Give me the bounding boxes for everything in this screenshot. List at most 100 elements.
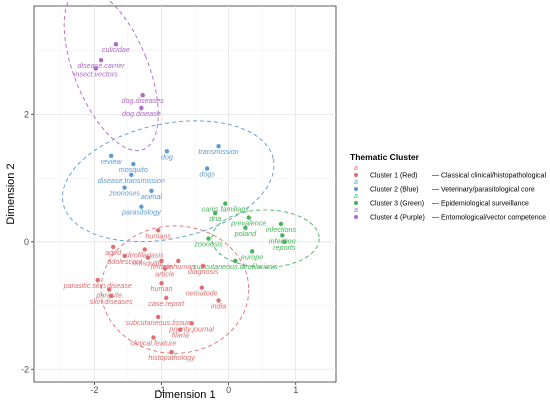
legend-key-dot (354, 215, 358, 219)
data-label: subcutaneous.tissue (125, 318, 191, 327)
legend-label: Cluster 3 (Green) (370, 201, 424, 208)
data-point (131, 161, 136, 167)
data-point (169, 349, 174, 355)
cluster-ellipse (211, 209, 320, 268)
data-label: diagnosis (188, 267, 219, 276)
data-label: poland (234, 229, 258, 238)
data-point (159, 281, 164, 286)
data-label: article (155, 270, 174, 279)
y-tick-label: -2 (21, 364, 29, 374)
data-label: review (101, 157, 123, 166)
data-label: nematode (186, 289, 218, 298)
data-label: europe (241, 252, 263, 261)
data-label: reports (273, 243, 296, 252)
data-label: humans (145, 231, 171, 240)
legend-key-glyph: a (354, 193, 358, 200)
data-point (155, 314, 161, 320)
data-point (243, 225, 248, 230)
y-axis-title: Dimension 2 (5, 163, 17, 224)
x-tick-label: -2 (90, 385, 98, 395)
data-point (178, 327, 183, 332)
data-label: filaria (172, 331, 189, 340)
data-point (113, 42, 119, 47)
data-label: female (151, 262, 173, 271)
data-point (164, 149, 170, 154)
data-point (213, 210, 218, 216)
data-label: human (151, 284, 173, 293)
data-label: insect.vectors (74, 69, 118, 78)
data-point (206, 236, 211, 241)
data-point (151, 335, 156, 340)
legend-key-glyph: a (354, 165, 358, 172)
legend-description: — Classical clinical/histopathological (432, 173, 546, 180)
x-axis-title: Dimension 1 (154, 389, 215, 401)
legend-title: Thematic Cluster (350, 152, 420, 162)
data-point (139, 105, 144, 111)
data-point (108, 293, 114, 299)
data-point (199, 285, 204, 290)
data-label: dog (161, 152, 173, 161)
data-label: dog.diseases (122, 96, 165, 105)
cluster-ellipse (63, 0, 159, 152)
data-point (108, 153, 114, 158)
data-label: prevalence (230, 219, 266, 228)
data-point (189, 321, 194, 326)
data-point (278, 221, 284, 227)
data-point (149, 188, 154, 194)
data-point (122, 185, 127, 190)
data-point (93, 66, 98, 71)
data-label: priority.journal (168, 324, 214, 333)
data-point (246, 215, 251, 220)
data-label: nonhuman (161, 262, 195, 271)
data-label: transmission (198, 147, 238, 156)
y-tick-label: 0 (24, 237, 29, 247)
x-tick-label: -1 (158, 385, 166, 395)
legend-key-glyph: a (354, 179, 358, 186)
data-point (110, 244, 116, 250)
data-label: dirofilariasis (126, 250, 164, 259)
data-points (93, 42, 287, 355)
data-label: india (211, 301, 226, 310)
data-label: dogs (199, 170, 215, 179)
data-label: culicidae (102, 45, 130, 54)
legend-description: — Entomological/vector competence (432, 215, 546, 222)
data-point (200, 263, 206, 269)
data-label: parasitic.skin.disease (63, 281, 132, 290)
data-point (129, 172, 134, 178)
data-point (155, 228, 161, 233)
data-label: infections (266, 225, 297, 234)
cluster-ellipse (62, 120, 275, 243)
data-label: histopathology (148, 353, 195, 362)
data-label: mosquito. (133, 259, 164, 268)
data-point (280, 233, 285, 238)
data-label: adolescent (107, 257, 143, 266)
data-label: parasite (95, 291, 122, 300)
data-label: disease.carrier (78, 61, 126, 70)
data-label: skin.diseases (90, 297, 134, 306)
data-label: zoonosis (193, 240, 223, 249)
legend-key-dot (354, 173, 358, 177)
legend-label: Cluster 4 (Purple) (370, 215, 425, 222)
x-axis-ticks: -2 -1 0 1 (90, 382, 298, 395)
data-point (176, 258, 181, 264)
data-point (140, 93, 145, 98)
cluster-ellipses (62, 0, 320, 354)
y-tick-label: 2 (24, 109, 29, 119)
data-label: subcutaneous.dirofilariasis (193, 262, 278, 271)
data-point (98, 57, 104, 63)
data-label: dog.disease (122, 109, 161, 118)
data-point (164, 295, 169, 301)
data-point (216, 298, 221, 303)
data-point (233, 258, 238, 264)
legend-label: Cluster 2 (Blue) (370, 187, 419, 194)
data-point (106, 287, 112, 292)
data-point (223, 201, 228, 206)
legend-description: — Veterinary/parasitological core (432, 187, 535, 194)
x-tick-label: 1 (293, 385, 298, 395)
data-point (204, 166, 210, 171)
data-point (162, 266, 168, 271)
legend-key-dot (354, 201, 358, 205)
plot-panel (33, 5, 337, 383)
